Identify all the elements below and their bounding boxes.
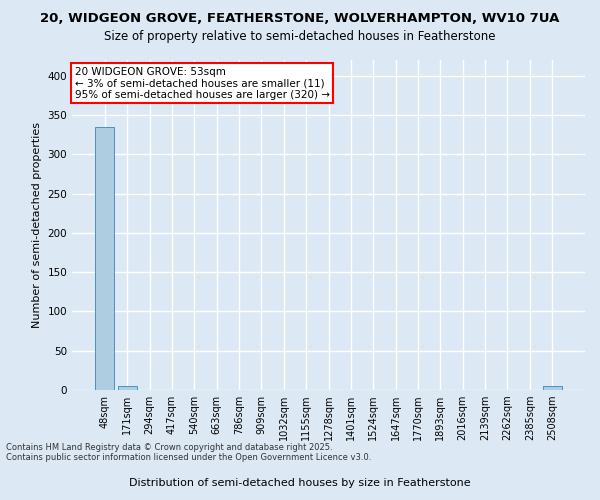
Text: Contains HM Land Registry data © Crown copyright and database right 2025.
Contai: Contains HM Land Registry data © Crown c… <box>6 442 371 462</box>
Text: 20 WIDGEON GROVE: 53sqm
← 3% of semi-detached houses are smaller (11)
95% of sem: 20 WIDGEON GROVE: 53sqm ← 3% of semi-det… <box>74 66 329 100</box>
Bar <box>118 386 137 390</box>
Bar <box>542 386 562 390</box>
Y-axis label: Number of semi-detached properties: Number of semi-detached properties <box>32 122 42 328</box>
Text: 20, WIDGEON GROVE, FEATHERSTONE, WOLVERHAMPTON, WV10 7UA: 20, WIDGEON GROVE, FEATHERSTONE, WOLVERH… <box>40 12 560 26</box>
Text: Size of property relative to semi-detached houses in Featherstone: Size of property relative to semi-detach… <box>104 30 496 43</box>
Bar <box>95 127 115 390</box>
Text: Distribution of semi-detached houses by size in Featherstone: Distribution of semi-detached houses by … <box>129 478 471 488</box>
